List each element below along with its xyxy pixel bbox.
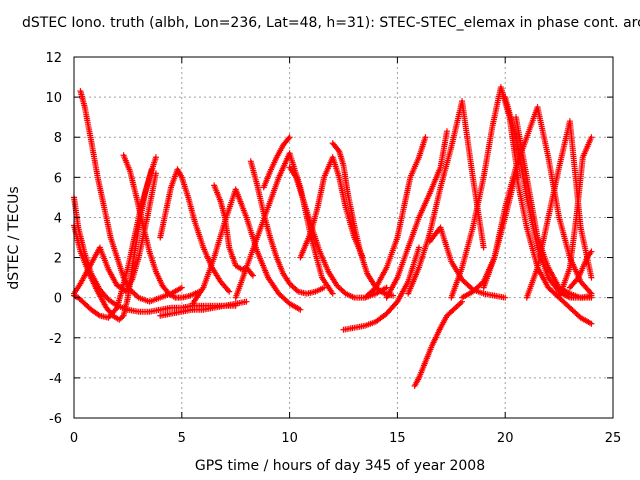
data-points [71,84,595,389]
y-tick-label: 0 [54,292,62,307]
series-arc [329,140,397,299]
y-tick-label: -4 [49,372,62,387]
data-point [383,284,390,291]
series-arc [157,166,233,295]
plot-frame [73,56,614,419]
y-tick-label: 6 [54,171,62,186]
data-point [321,284,328,291]
data-point [588,320,595,327]
data-point [415,244,422,251]
data-point [588,134,595,141]
data-point [178,284,185,291]
data-point [390,292,397,299]
data-point [588,248,595,255]
data-point [588,274,595,281]
x-tick-label: 10 [281,431,298,446]
data-point [152,154,159,161]
series-arc [189,186,304,313]
data-point [152,170,159,177]
series-arc [362,134,429,301]
series-arc [405,98,487,297]
x-tick-label: 15 [389,431,406,446]
series-arc [297,154,366,261]
data-point [335,146,342,153]
series-arc [480,170,595,327]
series-arc [512,114,595,301]
series-arc [556,134,595,301]
y-tick-label: -6 [49,412,62,427]
x-tick-label: 5 [178,431,186,446]
y-axis-label: dSTEC / TECUs [6,186,22,289]
data-point [285,135,292,142]
y-tick-label: 4 [54,211,62,226]
data-point [443,128,450,135]
series-arc [340,244,422,333]
series-arc [566,248,595,291]
series-arc [383,128,450,301]
y-tick-label: 8 [54,131,62,146]
data-point [243,298,250,305]
series-arc [77,88,185,305]
x-tick-label: 25 [605,431,622,446]
data-point [480,244,487,251]
y-tick-label: -2 [49,332,62,347]
data-point [588,294,595,301]
x-tick-labels: 0 5 10 15 20 25 [70,57,621,446]
y-tick-label: 12 [45,51,62,66]
series-arc [157,298,250,319]
data-point [329,290,336,297]
data-point [422,134,429,141]
data-point [226,288,233,295]
series-arc [247,158,328,297]
series-arc [120,152,203,301]
x-axis-label: GPS time / hours of day 345 of year 2008 [195,458,485,474]
series-arc [211,182,256,279]
y-tick-label: 10 [45,91,62,106]
y-tick-labels: -6 -4 -2 0 2 4 6 8 10 12 [45,51,613,427]
series-arc [260,134,293,191]
data-point [393,300,400,307]
data-point [248,271,255,278]
x-tick-label: 20 [497,431,514,446]
x-tick-label: 0 [70,431,78,446]
chart-title: dSTEC Iono. truth (albh, Lon=236, Lat=48… [22,15,640,31]
data-point [286,134,293,141]
data-point [249,272,256,279]
y-tick-label: 2 [54,252,62,267]
data-point [297,306,304,313]
series-arc [411,298,466,389]
data-point [502,294,509,301]
